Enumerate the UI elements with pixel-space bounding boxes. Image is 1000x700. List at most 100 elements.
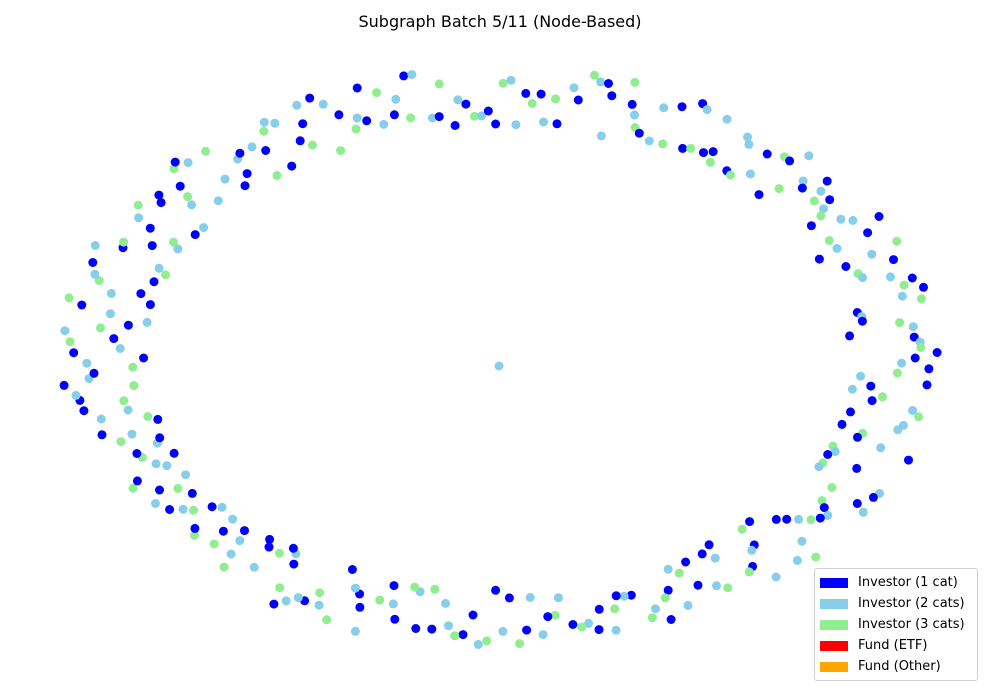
- node-point: [147, 241, 157, 251]
- node-point: [846, 407, 855, 417]
- node-point: [744, 567, 754, 577]
- node-point: [511, 120, 521, 130]
- node-point: [133, 200, 143, 210]
- legend-swatch-investor-3-cats: [820, 619, 848, 630]
- node-point: [744, 139, 754, 149]
- node-point: [173, 483, 183, 493]
- node-point: [434, 79, 444, 89]
- node-point: [491, 119, 501, 129]
- node-point: [259, 126, 269, 136]
- node-point: [292, 100, 302, 110]
- node-point: [161, 270, 170, 280]
- node-point: [352, 113, 362, 123]
- node-point: [550, 610, 560, 620]
- node-point: [856, 371, 866, 381]
- node-point: [909, 332, 919, 342]
- node-point: [226, 549, 236, 559]
- node-point: [482, 636, 492, 646]
- node-point: [162, 461, 172, 471]
- node-point: [318, 99, 328, 109]
- node-point: [461, 99, 471, 109]
- node-point: [659, 103, 669, 113]
- node-point: [874, 212, 884, 221]
- node-point: [450, 631, 460, 641]
- node-point: [538, 630, 548, 640]
- node-point: [792, 555, 802, 565]
- node-point: [410, 582, 420, 592]
- node-point: [399, 71, 409, 81]
- node-point: [611, 625, 621, 635]
- node-point: [362, 116, 372, 126]
- node-point: [379, 119, 389, 129]
- node-point: [143, 412, 153, 421]
- node-point: [710, 553, 720, 563]
- node-point: [473, 640, 483, 649]
- node-point: [132, 476, 142, 486]
- node-point: [293, 593, 303, 603]
- node-point: [483, 106, 493, 116]
- node-point: [347, 565, 357, 574]
- node-point: [914, 412, 923, 422]
- legend-label-investor-1-cat: Investor (1 cat): [858, 575, 958, 590]
- node-point: [64, 293, 74, 303]
- node-point: [866, 381, 876, 391]
- node-point: [119, 396, 129, 406]
- node-point: [825, 195, 835, 205]
- node-point: [430, 584, 440, 594]
- node-point: [794, 514, 804, 524]
- node-point: [853, 432, 862, 442]
- node-point: [910, 353, 920, 363]
- node-point: [289, 559, 299, 569]
- node-point: [181, 470, 191, 480]
- legend-item-investor-2-cats: Investor (2 cats): [820, 593, 971, 614]
- node-point: [908, 322, 918, 332]
- node-point: [647, 613, 657, 623]
- node-point: [128, 362, 138, 372]
- node-point: [187, 488, 197, 498]
- node-point: [737, 524, 747, 534]
- node-point: [209, 539, 219, 549]
- node-point: [269, 599, 279, 609]
- node-point: [634, 128, 644, 138]
- node-point: [59, 380, 69, 390]
- node-point: [743, 132, 752, 142]
- node-point: [892, 236, 902, 246]
- node-point: [136, 289, 146, 299]
- node-point: [806, 515, 816, 525]
- node-point: [240, 526, 249, 536]
- node-point: [134, 213, 144, 223]
- legend-label-investor-2-cats: Investor (2 cats): [858, 596, 965, 611]
- node-point: [145, 300, 155, 310]
- node-point: [153, 414, 163, 424]
- node-point: [708, 147, 718, 157]
- node-point: [187, 200, 197, 210]
- node-point: [350, 626, 360, 636]
- node-point: [610, 604, 620, 614]
- node-point: [441, 598, 450, 608]
- legend-label-fund-etf: Fund (ETF): [858, 638, 928, 653]
- node-point: [907, 273, 917, 283]
- node-point: [922, 380, 932, 390]
- node-point: [552, 119, 562, 129]
- node-point: [553, 593, 563, 603]
- node-point: [249, 562, 259, 572]
- node-point: [848, 215, 858, 225]
- legend-item-fund-etf: Fund (ETF): [820, 635, 971, 656]
- node-point: [837, 419, 847, 429]
- legend-item-investor-1-cat: Investor (1 cat): [820, 572, 971, 593]
- node-point: [444, 621, 453, 631]
- node-point: [644, 136, 654, 146]
- node-point: [525, 593, 535, 602]
- node-point: [677, 102, 687, 112]
- node-point: [123, 405, 133, 415]
- node-point: [228, 514, 238, 524]
- node-point: [189, 505, 198, 515]
- node-point: [754, 190, 764, 200]
- node-point: [458, 630, 468, 640]
- node-point: [154, 263, 164, 273]
- node-point: [355, 602, 365, 612]
- node-point: [858, 507, 868, 517]
- node-point: [663, 564, 673, 574]
- node-point: [847, 384, 857, 394]
- node-point: [190, 530, 199, 540]
